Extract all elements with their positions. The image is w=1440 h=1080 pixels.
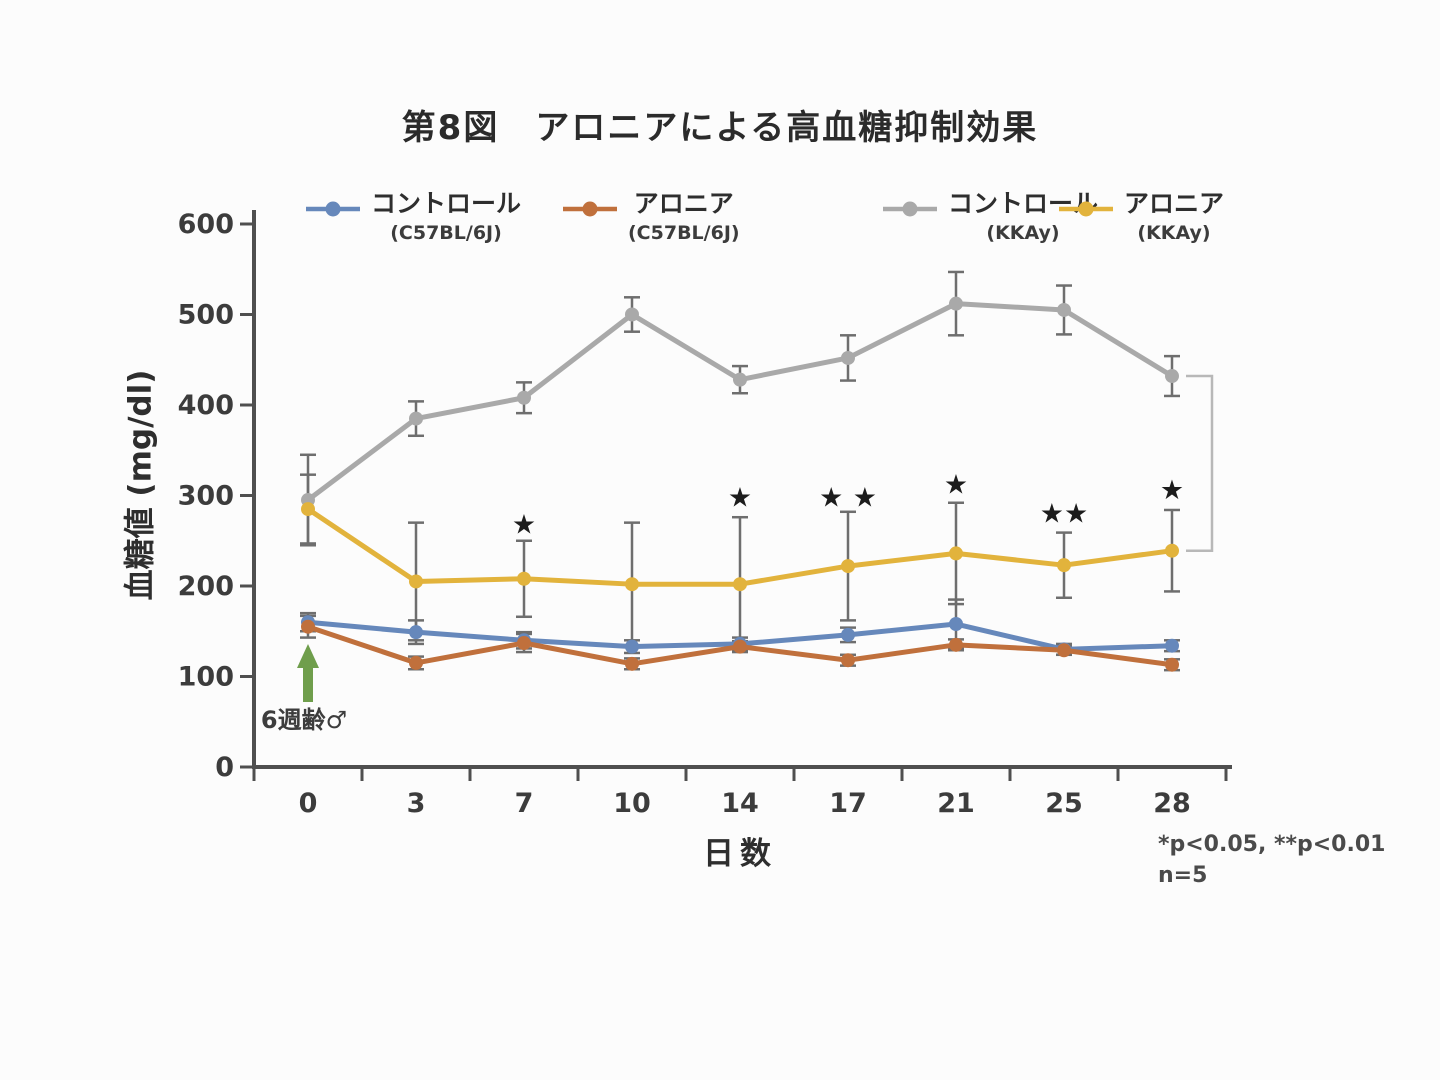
data-point — [409, 625, 423, 640]
x-tick-label: 10 — [613, 788, 651, 819]
significance-footnote: *p<0.05, **p<0.01 n=5 — [1158, 830, 1385, 892]
data-point — [625, 656, 639, 671]
data-point — [841, 653, 855, 668]
pvalue-note: *p<0.05, **p<0.01 — [1158, 832, 1386, 857]
data-point — [1165, 638, 1179, 653]
series-line — [306, 301, 1174, 503]
data-point — [841, 559, 855, 574]
legend-marker-icon — [563, 201, 617, 217]
significance-bracket — [1186, 374, 1214, 552]
x-tick-label: 7 — [515, 788, 534, 819]
x-tick-label: 25 — [1045, 788, 1083, 819]
significance-star: ★ — [728, 482, 752, 513]
data-point — [733, 639, 747, 654]
y-tick-label: 100 — [178, 662, 234, 693]
data-point — [625, 577, 639, 592]
significance-star: ★★ — [1040, 499, 1088, 530]
x-tick-label: 17 — [829, 788, 867, 819]
data-point — [517, 636, 531, 651]
legend-item-aronia-kkay: アロニア (KKAy) — [1058, 190, 1224, 244]
data-point — [1057, 643, 1071, 658]
legend-label: コントロール — [948, 189, 1099, 218]
data-point — [517, 390, 531, 405]
legend-item-control-c57: コントロール (C57BL/6J) — [305, 190, 521, 244]
data-point — [625, 639, 639, 654]
data-point — [949, 296, 963, 311]
legend-label: アロニア — [633, 189, 734, 218]
significance-star: ★ — [512, 509, 536, 540]
x-tick-label: 21 — [937, 788, 975, 819]
x-tick-label: 14 — [721, 788, 759, 819]
data-point — [733, 372, 747, 387]
data-point — [301, 619, 315, 634]
legend-marker-icon — [883, 201, 937, 217]
data-point — [949, 546, 963, 561]
x-tick-label: 28 — [1153, 788, 1191, 819]
arrow-label: 6週齢♂ — [261, 706, 347, 734]
x-tick-label: 0 — [299, 788, 318, 819]
data-point — [949, 637, 963, 652]
y-tick-label: 200 — [178, 571, 234, 602]
data-point — [1165, 657, 1179, 672]
data-point — [1165, 369, 1179, 384]
significance-star: ★ — [944, 470, 968, 501]
x-axis-title: 日数 — [703, 836, 777, 872]
legend-sublabel: (C57BL/6J) — [628, 221, 740, 244]
y-tick-label: 500 — [178, 300, 234, 331]
start-arrow-icon — [297, 644, 319, 668]
significance-star: ★ ★ — [819, 482, 877, 513]
data-point — [949, 617, 963, 632]
y-tick-label: 300 — [178, 481, 234, 512]
data-point — [409, 411, 423, 426]
legend-sublabel: (KKAy) — [1137, 221, 1211, 244]
sample-size-note: n=5 — [1158, 862, 1208, 888]
legend-item-aronia-c57: アロニア (C57BL/6J) — [562, 190, 740, 244]
y-tick-label: 600 — [178, 209, 234, 240]
data-point — [1057, 558, 1071, 573]
y-tick-label: 400 — [178, 390, 234, 421]
data-point — [733, 577, 747, 592]
legend-marker-icon — [1059, 201, 1113, 217]
data-point — [301, 502, 315, 517]
data-point — [1165, 543, 1179, 558]
data-point — [409, 655, 423, 670]
legend-label: コントロール — [371, 189, 522, 218]
figure-title: 第8図 アロニアによる高血糖抑制効果 — [401, 108, 1039, 148]
data-point — [625, 307, 639, 322]
x-tick-label: 3 — [407, 788, 426, 819]
significance-star: ★ — [1160, 475, 1184, 506]
legend-sublabel: (KKAy) — [986, 221, 1060, 244]
legend-sublabel: (C57BL/6J) — [390, 221, 502, 244]
y-tick-label: 0 — [215, 752, 234, 783]
data-point — [409, 574, 423, 589]
data-point — [517, 571, 531, 586]
legend-marker-icon — [306, 201, 360, 217]
chart-legend: コントロール (C57BL/6J) アロニア (C57BL/6J) コントロール… — [0, 190, 1440, 260]
legend-label: アロニア — [1124, 189, 1225, 218]
data-point — [841, 350, 855, 365]
data-point — [1057, 302, 1071, 317]
legend-item-control-kkay: コントロール (KKAy) — [882, 190, 1098, 244]
data-point — [841, 627, 855, 642]
